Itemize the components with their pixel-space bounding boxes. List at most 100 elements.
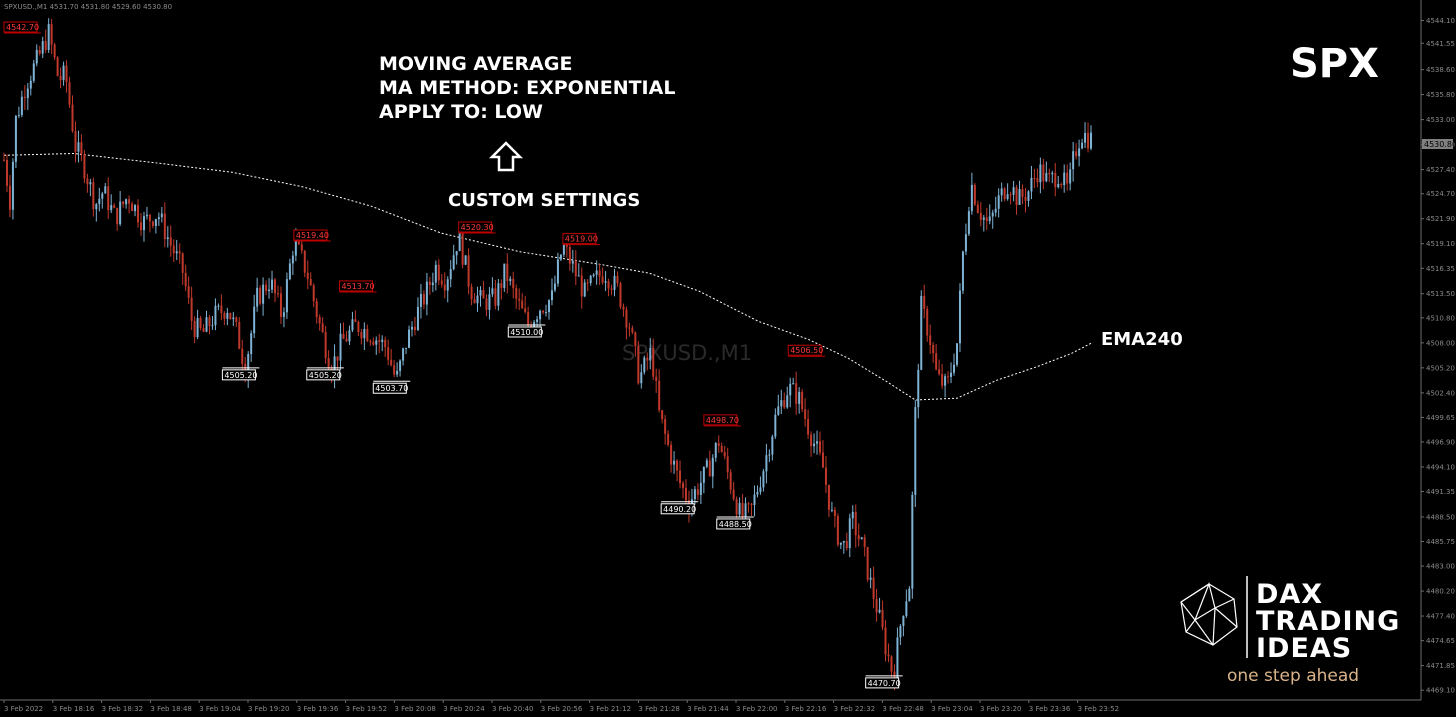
candle-body bbox=[932, 345, 935, 354]
x-tick-label: 3 Feb 21:28 bbox=[638, 705, 679, 713]
candle-body bbox=[1045, 173, 1048, 182]
candle-body bbox=[854, 511, 857, 536]
ema240-line bbox=[3, 152, 1093, 401]
candle-body bbox=[14, 115, 17, 162]
candle-body bbox=[577, 275, 580, 277]
candle-body bbox=[357, 321, 360, 333]
candle-body bbox=[667, 433, 670, 445]
logo-line-1: DAX bbox=[1256, 579, 1323, 610]
candle-body bbox=[202, 328, 205, 332]
high-label-box bbox=[339, 280, 374, 292]
candle-body bbox=[470, 286, 473, 300]
candle-body bbox=[300, 244, 303, 251]
y-tick-label: 4519.10 bbox=[1426, 240, 1455, 248]
candle-body bbox=[547, 300, 550, 313]
candle-body bbox=[759, 487, 762, 492]
candle-body bbox=[205, 317, 208, 332]
candle-body bbox=[833, 509, 836, 517]
candle-body bbox=[56, 57, 59, 76]
candle-body bbox=[476, 295, 479, 304]
candle-body bbox=[804, 409, 807, 419]
candle-body bbox=[926, 308, 929, 336]
candle-body bbox=[798, 391, 801, 404]
candle-body bbox=[98, 198, 101, 205]
candle-body bbox=[437, 264, 440, 281]
annotation-line-3: APPLY TO: LOW bbox=[379, 101, 543, 123]
candle-body bbox=[714, 443, 717, 458]
candle-body bbox=[824, 467, 827, 485]
candle-body bbox=[62, 65, 65, 81]
candle-body bbox=[917, 369, 920, 408]
candle-body bbox=[729, 472, 732, 490]
x-tick-label: 3 Feb 19:04 bbox=[199, 705, 241, 713]
candle-body bbox=[1012, 187, 1015, 195]
y-tick-label: 4524.70 bbox=[1426, 190, 1455, 198]
candle-body bbox=[1006, 194, 1009, 200]
candle-body bbox=[479, 289, 482, 296]
candle-body bbox=[509, 278, 512, 282]
x-tick-label: 3 Feb 19:52 bbox=[346, 705, 387, 713]
candle-body bbox=[816, 441, 819, 444]
candle-body bbox=[851, 511, 854, 519]
candle-body bbox=[137, 205, 140, 223]
candle-body bbox=[53, 44, 56, 58]
low-label-box bbox=[865, 677, 900, 689]
x-tick-label: 3 Feb 18:48 bbox=[150, 705, 191, 713]
candle-body bbox=[446, 279, 449, 291]
candle-body bbox=[443, 284, 446, 291]
candle-body bbox=[970, 184, 973, 212]
candle-body bbox=[262, 284, 265, 304]
candle-body bbox=[964, 234, 967, 252]
candle-body bbox=[178, 251, 181, 254]
candle-body bbox=[1060, 183, 1063, 186]
low-label-box bbox=[306, 369, 341, 381]
candle-body bbox=[944, 376, 947, 386]
candle-body bbox=[747, 503, 750, 505]
candle-body bbox=[589, 275, 592, 284]
candle-body bbox=[807, 418, 810, 435]
candle-body bbox=[68, 82, 71, 105]
candle-body bbox=[631, 328, 634, 333]
candle-body bbox=[527, 312, 530, 326]
candle-body bbox=[830, 509, 833, 511]
candle-body bbox=[1054, 172, 1057, 188]
y-tick-label: 4516.35 bbox=[1426, 265, 1455, 273]
candle-body bbox=[750, 503, 753, 506]
candle-body bbox=[676, 460, 679, 471]
candle-body bbox=[181, 253, 184, 273]
candle-body bbox=[83, 154, 86, 179]
high-label-box bbox=[703, 414, 738, 426]
candle-body bbox=[878, 609, 881, 613]
candle-body bbox=[1000, 188, 1003, 196]
candle-body bbox=[699, 482, 702, 495]
candle-body bbox=[65, 65, 68, 83]
candle-body bbox=[637, 346, 640, 384]
candle-body bbox=[44, 41, 47, 50]
candle-body bbox=[458, 231, 461, 252]
candle-body bbox=[384, 339, 387, 348]
candle-body bbox=[387, 347, 390, 360]
candle-body bbox=[190, 297, 193, 321]
candle-body bbox=[488, 294, 491, 310]
candle-body bbox=[568, 246, 571, 264]
candle-body bbox=[122, 201, 125, 205]
candle-body bbox=[265, 284, 268, 292]
y-tick-label: 4477.40 bbox=[1426, 613, 1455, 621]
candle-body bbox=[988, 216, 991, 222]
candle-body bbox=[23, 96, 26, 98]
y-tick-label: 4533.00 bbox=[1426, 116, 1455, 124]
candle-body bbox=[220, 305, 223, 314]
candle-body bbox=[726, 456, 729, 473]
symbol-title: SPX bbox=[1290, 41, 1379, 87]
candle-body bbox=[405, 347, 408, 349]
y-tick-label: 4538.60 bbox=[1426, 66, 1455, 74]
candle-body bbox=[151, 221, 154, 227]
candle-body bbox=[890, 656, 893, 672]
candle-body bbox=[461, 231, 464, 265]
candle-body bbox=[131, 203, 134, 212]
candle-body bbox=[503, 263, 506, 288]
candle-body bbox=[908, 588, 911, 602]
candle-body bbox=[848, 518, 851, 549]
candle-body bbox=[464, 255, 467, 265]
candle-body bbox=[235, 317, 238, 322]
